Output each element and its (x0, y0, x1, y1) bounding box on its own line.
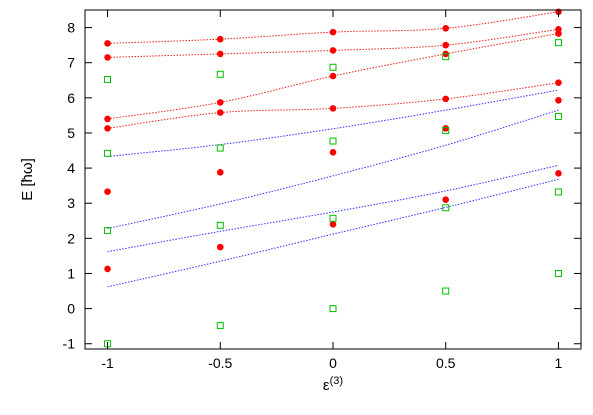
y-tick-label: 2 (67, 230, 75, 246)
circle-point (442, 125, 450, 132)
square-point (554, 112, 562, 120)
square-point (554, 188, 562, 196)
y-tick-label: 8 (67, 20, 75, 36)
square-point (442, 126, 450, 134)
circle-point (442, 41, 450, 49)
circle-point (329, 72, 337, 80)
x-tick-label: -0.5 (208, 355, 232, 371)
x-axis-ticks: -1 -0.5 0 0.5 1 (101, 10, 563, 371)
fit-curve (107, 89, 559, 157)
square-point (104, 227, 112, 235)
circle-point (104, 115, 111, 123)
points-layer (104, 8, 562, 348)
circle-point (555, 96, 562, 104)
circle-point (216, 99, 224, 106)
circle-point (555, 30, 562, 37)
y-tick-label: 0 (67, 301, 75, 317)
circle-point (216, 243, 224, 251)
circle-point (442, 196, 450, 203)
fit-curve (107, 82, 559, 129)
x-axis-label-base: ε (323, 377, 330, 394)
square-point (554, 269, 562, 277)
square-point (216, 221, 224, 229)
square-point (216, 321, 224, 329)
square-point (442, 53, 450, 61)
y-tick-label: -1 (63, 336, 76, 352)
y-tick-label: 4 (67, 160, 75, 176)
circle-point (104, 54, 111, 61)
circle-point (329, 148, 337, 156)
circle-point (442, 24, 450, 32)
x-tick-label: 0 (329, 355, 337, 371)
circle-point (104, 125, 111, 132)
fit-curve (107, 178, 559, 288)
circle-point (216, 35, 224, 43)
circle-point (555, 170, 562, 177)
square-point (216, 144, 224, 152)
circle-point (104, 265, 111, 273)
square-point (329, 305, 337, 313)
circle-point (329, 28, 337, 36)
circle-point (104, 40, 111, 47)
square-point (216, 70, 224, 78)
y-tick-label: 3 (67, 195, 75, 211)
x-tick-label: 1 (555, 355, 563, 371)
square-point (329, 214, 337, 222)
fit-curve (107, 33, 559, 120)
circle-point (329, 105, 337, 112)
square-point (442, 287, 450, 295)
square-point (554, 39, 562, 47)
x-tick-label: -1 (101, 355, 114, 371)
square-point (104, 149, 112, 157)
circle-point (329, 47, 337, 54)
circle-point (442, 95, 450, 103)
x-axis-label: ε(3) (323, 375, 343, 394)
square-point (104, 76, 112, 84)
x-tick-label: 0.5 (436, 355, 456, 371)
y-tick-label: 1 (67, 265, 75, 281)
circle-point (216, 168, 224, 176)
square-point (442, 204, 450, 212)
y-tick-label: 6 (67, 90, 75, 106)
y-axis-ticks: -1 0 1 2 3 4 5 6 7 8 (63, 20, 581, 352)
y-axis-label: E [ħω] (19, 158, 36, 201)
square-point (329, 137, 337, 145)
circle-point (104, 188, 111, 195)
x-axis-label-superscript: (3) (330, 375, 343, 387)
plot-frame (84, 9, 582, 350)
square-point (329, 63, 337, 71)
fit-curve (107, 164, 559, 253)
fit-curve (107, 109, 559, 229)
y-tick-label: 7 (67, 55, 75, 71)
circle-point (216, 109, 224, 116)
circle-point (216, 50, 224, 58)
y-tick-label: 5 (67, 125, 75, 141)
circle-point (329, 220, 337, 228)
circle-point (555, 79, 562, 87)
